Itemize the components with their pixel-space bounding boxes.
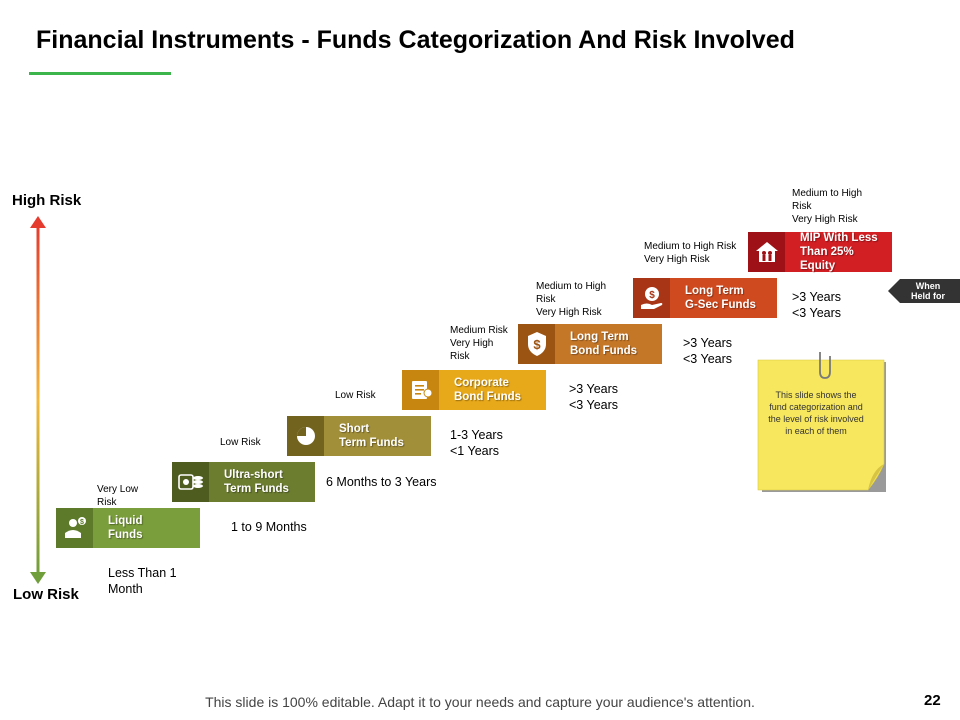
duration-text: Less Than 1 Month <box>108 566 177 596</box>
step-label: Corporate Bond Funds <box>439 370 546 410</box>
coins-icon <box>172 462 209 502</box>
pie-chart-icon <box>287 416 324 456</box>
hand-coin-icon: $ <box>633 278 670 318</box>
note-text: This slide shows the fund categorization… <box>768 390 864 436</box>
house-family-icon <box>748 232 785 272</box>
step-ultra-short-term-funds: Ultra-short Term Funds <box>172 462 315 502</box>
step-label: Short Term Funds <box>324 416 431 456</box>
high-risk-label: High Risk <box>12 192 82 209</box>
step-label: Long Term G-Sec Funds <box>670 278 777 318</box>
duration-text: >3 Years <3 Years <box>792 290 842 320</box>
footer-text: This slide is 100% editable. Adapt it to… <box>205 694 755 710</box>
risk-text: Medium to High Risk Very High Risk <box>536 281 607 318</box>
step-liquid-funds: $ Liquid Funds <box>56 508 200 548</box>
low-risk-label: Low Risk <box>13 586 79 603</box>
step-label: Liquid Funds <box>93 508 200 548</box>
svg-text:$: $ <box>80 519 84 526</box>
page-number: 22 <box>924 692 941 709</box>
page-title: Financial Instruments - Funds Categoriza… <box>36 26 795 54</box>
step-long-term-bond-funds: $ Long Term Bond Funds <box>518 324 662 364</box>
person-dollar-icon: $ <box>56 508 93 548</box>
paperclip-icon <box>819 352 831 379</box>
document-icon <box>402 370 439 410</box>
risk-text: Very Low Risk <box>97 484 139 508</box>
risk-text: Low Risk <box>220 437 261 448</box>
risk-text: Medium Risk Very High Risk <box>450 325 508 362</box>
svg-text:$: $ <box>533 337 541 352</box>
duration-text: >3 Years <3 Years <box>683 336 733 366</box>
risk-text: Medium to High Risk Very High Risk <box>644 241 737 265</box>
when-held-for-tag: When Held for <box>888 279 960 303</box>
risk-text: Medium to High Risk Very High Risk <box>792 188 863 225</box>
step-mip-with-less-than-25-equity: MIP With Less Than 25% Equity <box>748 232 892 272</box>
step-corporate-bond-funds: Corporate Bond Funds <box>402 370 546 410</box>
sticky-note <box>757 352 886 492</box>
risk-text: Low Risk <box>335 390 376 401</box>
dollar-shield-icon: $ <box>518 324 555 364</box>
duration-text: 1 to 9 Months <box>231 520 307 534</box>
step-long-term-g-sec-funds: $ Long Term G-Sec Funds <box>633 278 777 318</box>
step-label: Long Term Bond Funds <box>555 324 662 364</box>
step-label: Ultra-short Term Funds <box>209 462 315 502</box>
step-label: MIP With Less Than 25% Equity <box>785 232 892 272</box>
duration-text: >3 Years <3 Years <box>569 382 619 412</box>
step-short-term-funds: Short Term Funds <box>287 416 431 456</box>
risk-arrow <box>30 216 46 584</box>
duration-text: 1-3 Years <1 Years <box>450 428 503 458</box>
duration-text: 6 Months to 3 Years <box>326 475 437 489</box>
title-underline <box>29 72 171 75</box>
svg-text:$: $ <box>649 290 655 301</box>
